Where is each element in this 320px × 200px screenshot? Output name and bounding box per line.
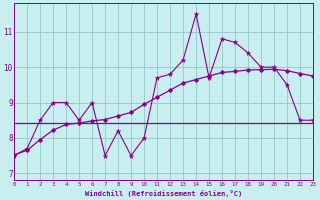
X-axis label: Windchill (Refroidissement éolien,°C): Windchill (Refroidissement éolien,°C) [85,190,242,197]
